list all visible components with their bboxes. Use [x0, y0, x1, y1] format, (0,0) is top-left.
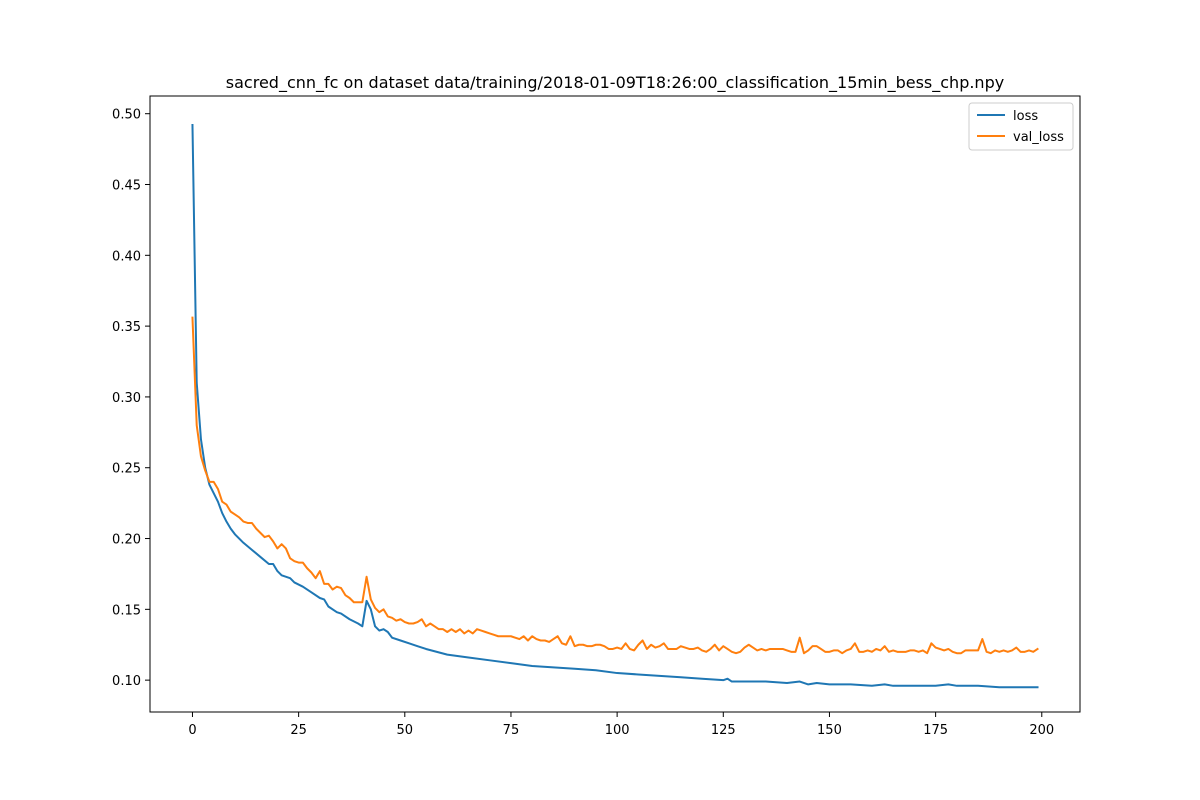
x-tick-label: 50: [397, 723, 414, 738]
y-tick-label: 0.20: [112, 533, 141, 548]
y-tick-label: 0.50: [112, 108, 141, 123]
chart-title: sacred_cnn_fc on dataset data/training/2…: [226, 73, 1004, 93]
y-tick-label: 0.10: [112, 674, 141, 689]
x-axis: 0 25 50 75 100 125 150 175 200: [188, 712, 1054, 738]
y-tick-label: 0.15: [112, 603, 141, 618]
legend: loss val_loss: [968, 102, 1074, 151]
y-tick-label: 0.30: [112, 391, 141, 406]
y-tick-label: 0.40: [112, 249, 141, 264]
series-line-loss: [191, 124, 1039, 689]
x-tick-label: 25: [290, 723, 307, 738]
x-tick-label: 75: [503, 723, 520, 738]
x-tick-label: 0: [188, 723, 196, 738]
x-tick-label: 175: [923, 723, 948, 738]
legend-label-val-loss: val_loss: [1013, 130, 1064, 145]
x-tick-label: 125: [711, 723, 736, 738]
y-axis: 0.10 0.15 0.20 0.25 0.30 0.35 0.40 0.45 0.50: [112, 108, 150, 689]
y-tick-label: 0.35: [112, 320, 141, 335]
x-tick-label: 150: [817, 723, 842, 738]
y-tick-label: 0.25: [112, 462, 141, 477]
plot-area-frame: [149, 95, 1081, 713]
y-tick-label: 0.45: [112, 179, 141, 194]
x-tick-label: 100: [605, 723, 630, 738]
series-line-val-loss: [191, 316, 1039, 655]
series-layer: [191, 124, 1039, 689]
x-tick-label: 200: [1029, 723, 1054, 738]
legend-label-loss: loss: [1013, 109, 1038, 124]
